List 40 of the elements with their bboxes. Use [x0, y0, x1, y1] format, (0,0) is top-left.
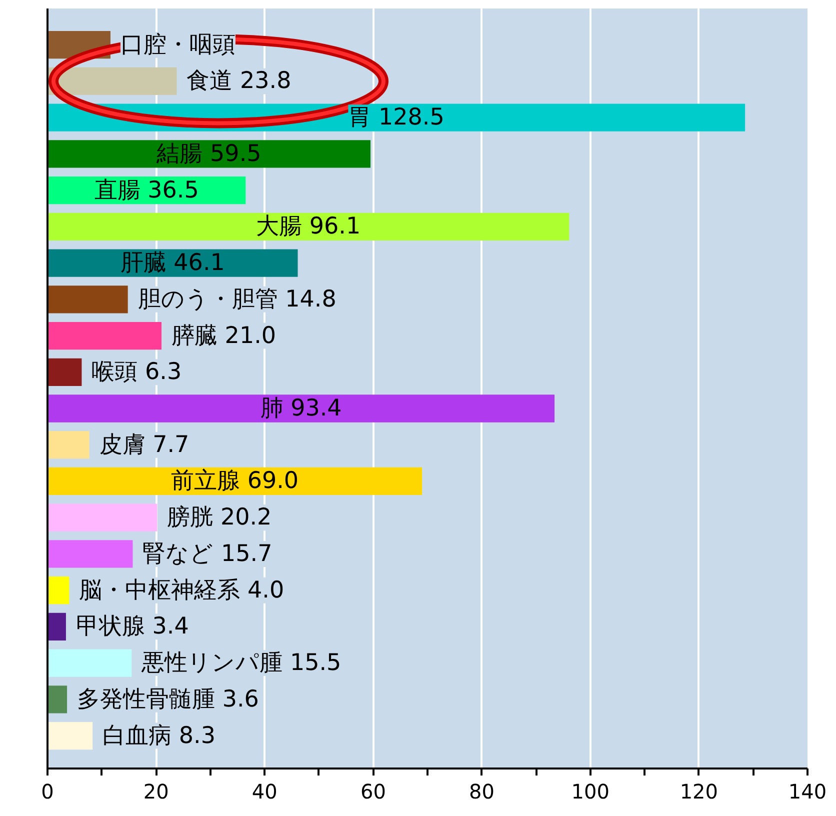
bar	[48, 540, 133, 568]
bar	[48, 504, 158, 532]
category-label: 腎など 15.7	[142, 540, 272, 567]
x-tick-label: 20	[143, 780, 169, 804]
category-label: 胃 128.5	[348, 104, 444, 131]
category-label: 肝臓 46.1	[120, 250, 225, 276]
bar	[48, 722, 93, 750]
bar	[48, 431, 90, 459]
category-label: 直腸 36.5	[94, 177, 199, 204]
x-tick-label: 120	[680, 780, 718, 804]
category-label: 膵臓 21.0	[172, 322, 276, 349]
category-label: 白血病 8.3	[102, 722, 216, 749]
category-label: 悪性リンパ腫 15.5	[142, 650, 342, 676]
bar	[48, 322, 162, 350]
category-label: 皮膚 7.7	[99, 432, 190, 458]
x-tick-label: 0	[41, 780, 54, 804]
category-label: 膀胱 20.2	[167, 504, 272, 531]
bar	[48, 286, 128, 314]
bar	[48, 686, 68, 714]
category-label: 甲状腺 3.4	[76, 614, 189, 640]
category-label: 結腸 59.5	[156, 140, 262, 167]
x-tick-label: 100	[571, 780, 610, 804]
category-label: 多発性骨髄腫 3.6	[77, 686, 259, 712]
x-tick-label: 80	[469, 780, 495, 804]
category-label: 胆のう・胆管 14.8	[138, 286, 336, 312]
category-label: 食道 23.8	[186, 68, 292, 94]
category-label: 前立腺 69.0	[171, 468, 299, 494]
x-tick-label: 140	[788, 780, 827, 804]
bar	[48, 394, 555, 422]
category-label: 肺 93.4	[260, 396, 342, 422]
bar	[48, 576, 70, 604]
category-label: 大腸 96.1	[256, 214, 361, 240]
category-label: 喉頭 6.3	[92, 359, 182, 386]
category-label: 脳・中枢神経系 4.0	[79, 577, 284, 604]
x-tick-label: 60	[360, 780, 386, 804]
x-tick-label: 40	[252, 780, 278, 804]
bar	[48, 649, 132, 677]
bar	[48, 612, 66, 640]
bar	[48, 358, 82, 386]
y-tick-label: 口腔・咽頭	[120, 32, 236, 58]
